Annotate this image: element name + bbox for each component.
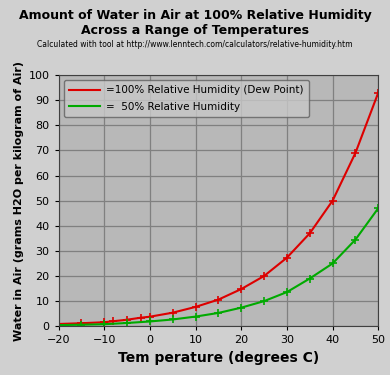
=100% Relative Humidity (Dew Point) [216, 297, 221, 302]
Line: =  50% Relative Humidity: = 50% Relative Humidity [54, 204, 383, 329]
=  50% Relative Humidity [56, 323, 61, 327]
Y-axis label: Water in Air (grams H2O per kilogram of Air): Water in Air (grams H2O per kilogram of … [14, 61, 24, 340]
Text: Across a Range of Temperatures: Across a Range of Temperatures [81, 24, 309, 38]
=100% Relative Humidity (Dew Point) [285, 255, 289, 260]
=  50% Relative Humidity [125, 321, 129, 325]
=100% Relative Humidity (Dew Point) [262, 274, 266, 278]
=100% Relative Humidity (Dew Point) [79, 321, 84, 326]
=  50% Relative Humidity [307, 276, 312, 281]
=100% Relative Humidity (Dew Point) [111, 319, 116, 324]
=  50% Relative Humidity [262, 299, 266, 303]
=100% Relative Humidity (Dew Point) [170, 310, 175, 315]
=  50% Relative Humidity [353, 237, 358, 242]
=  50% Relative Humidity [285, 290, 289, 294]
=  50% Relative Humidity [79, 322, 84, 327]
=100% Relative Humidity (Dew Point) [56, 322, 61, 326]
=100% Relative Humidity (Dew Point) [138, 315, 143, 320]
=  50% Relative Humidity [239, 305, 244, 310]
=  50% Relative Humidity [216, 310, 221, 315]
Text: Amount of Water in Air at 100% Relative Humidity: Amount of Water in Air at 100% Relative … [19, 9, 371, 22]
=  50% Relative Humidity [170, 317, 175, 322]
Legend: =100% Relative Humidity (Dew Point), =  50% Relative Humidity: =100% Relative Humidity (Dew Point), = 5… [64, 80, 309, 117]
=100% Relative Humidity (Dew Point) [376, 90, 381, 95]
=  50% Relative Humidity [102, 322, 106, 327]
=  50% Relative Humidity [147, 319, 152, 324]
Text: Calculated with tool at http://www.lenntech.com/calculators/relative-humidity.ht: Calculated with tool at http://www.lennt… [37, 40, 353, 49]
=  50% Relative Humidity [193, 314, 198, 319]
=  50% Relative Humidity [330, 261, 335, 266]
=100% Relative Humidity (Dew Point) [147, 315, 152, 319]
=100% Relative Humidity (Dew Point) [239, 287, 244, 291]
=100% Relative Humidity (Dew Point) [330, 198, 335, 203]
Line: =100% Relative Humidity (Dew Point): =100% Relative Humidity (Dew Point) [54, 88, 383, 328]
=100% Relative Humidity (Dew Point) [307, 231, 312, 236]
=100% Relative Humidity (Dew Point) [193, 304, 198, 309]
=100% Relative Humidity (Dew Point) [102, 320, 106, 324]
=  50% Relative Humidity [376, 206, 381, 210]
=100% Relative Humidity (Dew Point) [125, 318, 129, 322]
=100% Relative Humidity (Dew Point) [353, 151, 358, 155]
X-axis label: Tem perature (degrees C): Tem perature (degrees C) [118, 351, 319, 365]
